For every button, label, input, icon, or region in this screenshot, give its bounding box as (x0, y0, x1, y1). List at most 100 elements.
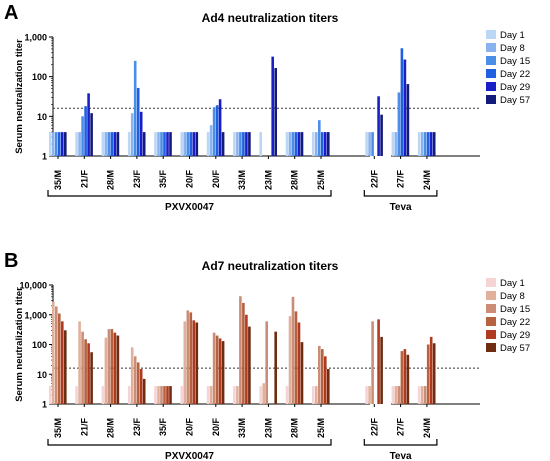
bar-35-m-day-1 (49, 132, 52, 156)
group-bracket (47, 190, 332, 197)
bar-21-f-day-15 (81, 116, 84, 156)
legend-swatch (486, 330, 496, 339)
bar-25-m-day-22 (321, 132, 324, 156)
x-tick-label: 21/F (79, 418, 89, 437)
x-tick-label: 20/F (211, 418, 221, 437)
bar-33-m-day-8 (236, 132, 239, 156)
legend-swatch (486, 278, 496, 287)
bar-25-m-day-15 (318, 120, 321, 156)
bar-20-f-day-57 (221, 132, 225, 156)
x-tick-label: 23/M (263, 418, 273, 438)
bar-20-f-day-22 (189, 312, 193, 404)
bar-27-f-day-22 (400, 48, 404, 157)
legend-swatch (486, 304, 496, 313)
bar-21-f-day-29 (87, 343, 90, 404)
bar-28-m-day-8 (104, 132, 108, 156)
bar-35-m-day-8 (52, 301, 55, 404)
bar-35-f-day-8 (157, 132, 160, 156)
bar-33-m-day-57 (248, 132, 251, 156)
bar-28-m-day-29 (297, 322, 301, 404)
bar-20-f-day-29 (218, 99, 222, 156)
bar-20-f-day-29 (192, 320, 196, 404)
bar-21-f-day-8 (78, 132, 81, 156)
bar-20-f-day-57 (195, 322, 199, 404)
bar-28-m-day-22 (294, 311, 298, 404)
bar-21-f-day-22 (84, 106, 87, 156)
x-tick-label: 20/F (185, 170, 195, 189)
legend-label: Day 15 (500, 304, 530, 315)
bar-28-m-day-57 (116, 132, 120, 156)
bar-20-f-day-29 (218, 338, 222, 404)
bar-25-m-day-29 (324, 132, 327, 156)
bar-22-f-day-8 (368, 132, 371, 156)
bar-22-f-day-15 (371, 132, 374, 156)
x-tick-label: 35/M (53, 170, 63, 190)
bar-23-f-day-15 (133, 356, 137, 404)
bar-24-m-day-15 (423, 386, 427, 404)
bar-35-f-day-29 (166, 132, 169, 156)
bar-24-m-day-29 (429, 336, 433, 404)
y-axis-title: Serum neutralization titer (14, 39, 25, 154)
bar-21-f-day-57 (90, 113, 93, 156)
bar-35-f-day-1 (154, 132, 157, 156)
x-tick-label: 20/F (211, 170, 221, 189)
bar-22-f-day-29 (377, 319, 380, 404)
x-tick-label: 27/F (396, 418, 406, 437)
bar-23-m-day-1 (259, 132, 262, 156)
bar-35-f-day-15 (160, 386, 163, 404)
bar-25-m-day-1 (312, 386, 315, 404)
bar-33-m-day-57 (248, 326, 251, 404)
x-tick-label: 22/F (369, 170, 379, 189)
bar-20-f-day-57 (221, 341, 225, 404)
bar-28-m-day-1 (101, 386, 105, 404)
bar-27-f-day-57 (406, 84, 410, 156)
bar-28-m-day-22 (110, 132, 114, 156)
bar-20-f-day-22 (215, 335, 219, 404)
bar-20-f-day-15 (212, 107, 216, 156)
legend-label: Day 1 (500, 30, 525, 41)
bar-24-m-day-8 (420, 132, 424, 156)
bar-25-m-day-29 (324, 356, 327, 404)
bar-35-m-day-29 (61, 321, 64, 404)
y-tick-label: 1 (42, 400, 47, 410)
bar-33-m-day-29 (245, 132, 248, 156)
x-tick-label: 28/M (290, 418, 300, 438)
bar-20-f-day-8 (209, 386, 213, 404)
bar-27-f-day-1 (391, 386, 395, 404)
bar-22-f-day-57 (380, 336, 383, 404)
bar-20-f-day-15 (186, 132, 190, 156)
x-tick-label: 20/F (185, 418, 195, 437)
bar-28-m-day-15 (291, 132, 295, 156)
bar-23-m-day-8 (262, 383, 265, 404)
legend-swatch (486, 43, 496, 52)
y-tick-label: 100 (32, 340, 47, 350)
bar-23-m-day-1 (259, 386, 262, 404)
x-tick-label: 24/M (422, 170, 432, 190)
bar-24-m-day-22 (426, 132, 430, 156)
bar-35-f-day-29 (166, 386, 169, 404)
bar-33-m-day-15 (239, 296, 242, 404)
bar-27-f-day-8 (394, 386, 398, 404)
legend-label: Day 8 (500, 43, 525, 54)
bar-25-m-day-57 (327, 369, 330, 404)
bar-20-f-day-1 (206, 386, 210, 404)
x-tick-label: 23/F (132, 418, 142, 437)
bar-33-m-day-29 (245, 314, 248, 404)
bar-35-f-day-22 (163, 386, 166, 404)
x-tick-label: 35/F (158, 170, 168, 189)
y-axis-title: Serum neutralization titer (14, 287, 25, 402)
bar-35-f-day-8 (157, 386, 160, 404)
x-tick-label: 22/F (369, 418, 379, 437)
bar-21-f-day-1 (75, 386, 78, 404)
legend-swatch (486, 291, 496, 300)
panel-label: B (4, 250, 18, 272)
bar-20-f-day-29 (192, 132, 196, 156)
x-tick-label: 28/M (290, 170, 300, 190)
legend-label: Day 57 (500, 343, 530, 354)
x-tick-label: 25/M (316, 418, 326, 438)
bar-27-f-day-8 (394, 132, 398, 156)
bar-28-m-day-8 (288, 316, 292, 404)
x-tick-label: 33/M (237, 418, 247, 438)
legend-swatch (486, 56, 496, 65)
